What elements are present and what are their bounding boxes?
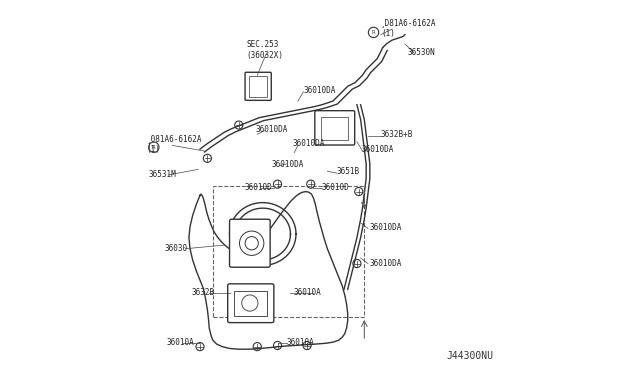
Text: 3632B+B: 3632B+B — [381, 130, 413, 139]
Bar — [321, 117, 348, 140]
Text: 36010A: 36010A — [166, 339, 194, 347]
Text: ¸081A6-6162A
(1): ¸081A6-6162A (1) — [147, 134, 202, 154]
Text: 36010DA: 36010DA — [362, 145, 394, 154]
Text: 36010A: 36010A — [293, 288, 321, 297]
Text: SEC.253
(36032X): SEC.253 (36032X) — [246, 41, 283, 60]
Text: 36010DA: 36010DA — [255, 125, 288, 134]
Text: R: R — [152, 145, 156, 150]
FancyBboxPatch shape — [315, 111, 355, 145]
Bar — [234, 291, 267, 316]
Text: R: R — [372, 30, 376, 35]
FancyBboxPatch shape — [230, 219, 270, 267]
Bar — [213, 186, 364, 317]
Text: 3651B: 3651B — [337, 167, 360, 176]
Text: 36531M: 36531M — [148, 170, 176, 179]
Text: 36010D: 36010D — [322, 183, 349, 192]
Text: J44300NU: J44300NU — [447, 352, 493, 361]
FancyBboxPatch shape — [228, 284, 274, 323]
Text: 36010DA: 36010DA — [370, 223, 402, 232]
Text: 36030: 36030 — [165, 244, 188, 253]
FancyBboxPatch shape — [245, 72, 271, 100]
Text: 36010DA: 36010DA — [292, 140, 324, 148]
Text: 36530N: 36530N — [408, 48, 436, 57]
Text: 36010DA: 36010DA — [303, 86, 336, 95]
Text: 36010D: 36010D — [244, 183, 273, 192]
Text: 36010A: 36010A — [286, 339, 314, 347]
Text: ¸D81A6-6162A
(1): ¸D81A6-6162A (1) — [381, 18, 436, 38]
Text: 36010DA: 36010DA — [271, 160, 303, 169]
Text: 36010DA: 36010DA — [370, 259, 402, 268]
Text: 3632B: 3632B — [191, 288, 214, 297]
Bar — [249, 76, 268, 97]
